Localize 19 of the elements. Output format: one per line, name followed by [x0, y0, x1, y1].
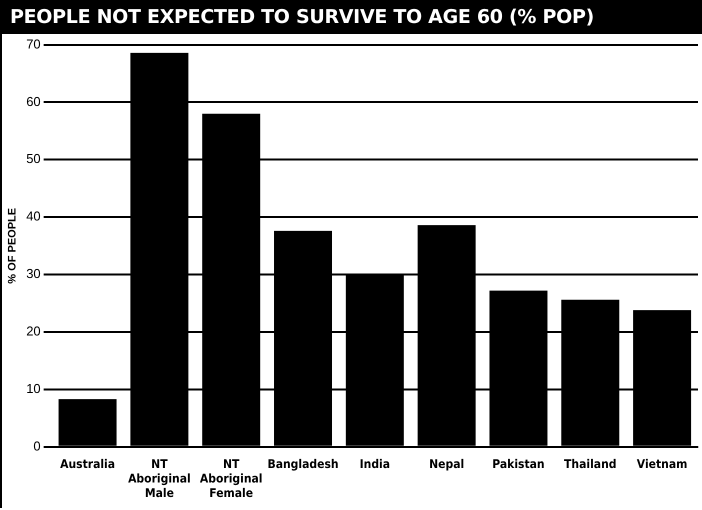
y-tick-label: 20 [26, 324, 41, 339]
y-tick-label: 50 [26, 151, 41, 166]
y-tick-label: 0 [33, 438, 41, 454]
x-tick-label: Bangladesh [267, 457, 339, 472]
chart-title: PEOPLE NOT EXPECTED TO SURVIVE TO AGE 60 (% POP) [2, 0, 702, 34]
x-tick-label: Pakistan [492, 457, 545, 472]
y-tick-label: 40 [26, 208, 41, 224]
x-tick-label: NT Aboriginal Female [200, 457, 263, 500]
x-tick-label: NT Aboriginal Male [128, 457, 191, 500]
x-tick-label: Thailand [564, 457, 616, 472]
x-tick-label: Vietnam [636, 457, 688, 472]
y-tick-label: 70 [26, 36, 41, 52]
x-tick-label: Nepal [429, 457, 464, 472]
x-tick-label: India [360, 457, 390, 472]
y-tick-label: 30 [26, 266, 41, 282]
y-tick-label: 60 [26, 94, 41, 109]
y-tick-label: 10 [26, 380, 41, 396]
y-axis-title: % OF PEOPLE [6, 208, 19, 284]
x-tick-label: Australia [60, 457, 116, 472]
